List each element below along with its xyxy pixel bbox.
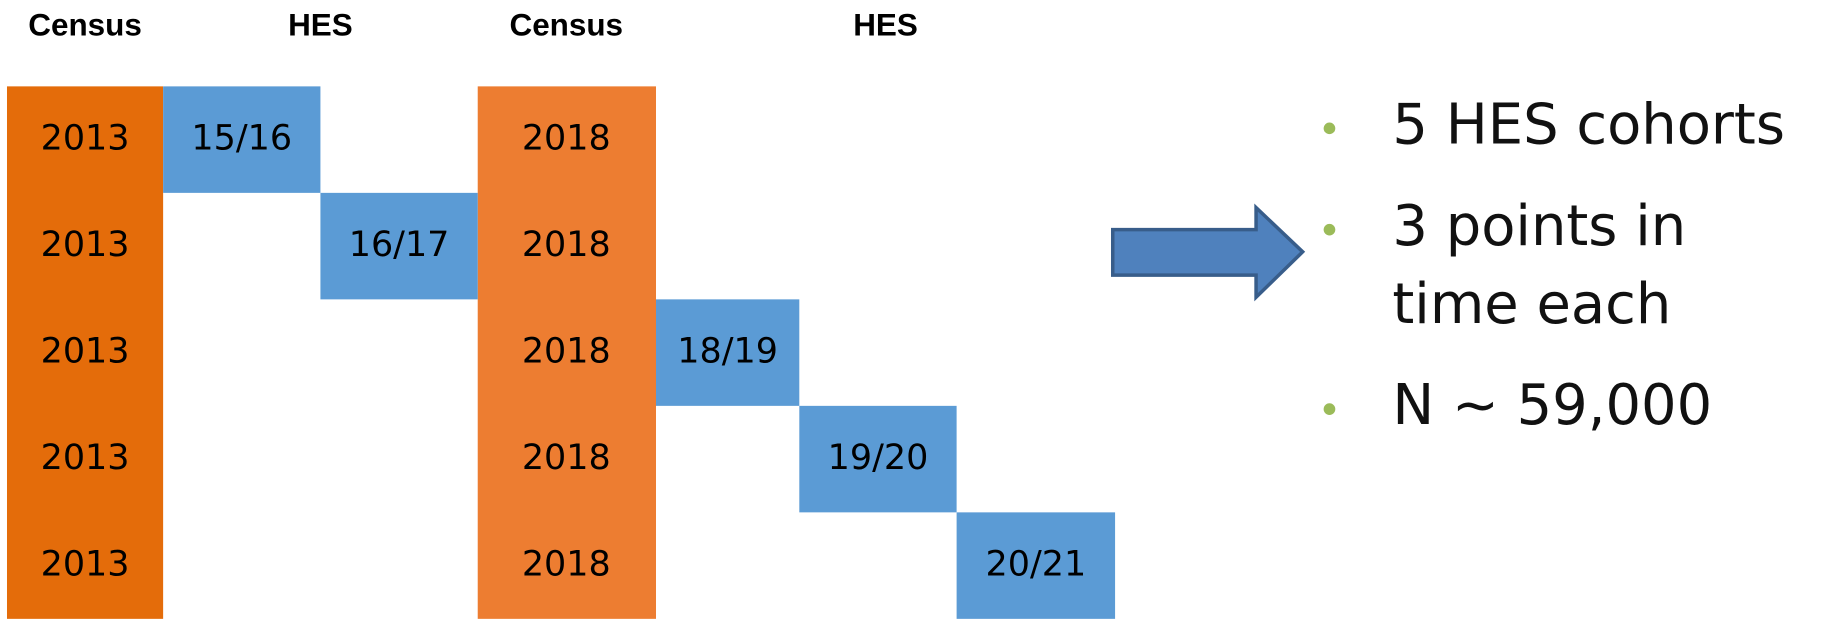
hes-label: 19/20 [828,438,929,478]
bullet-text: N ~ 59,000 [1392,373,1712,438]
census-2013-column [6,86,164,619]
census-a-label: 2013 [41,225,130,265]
hes-cell [799,405,957,513]
hes-label: 18/19 [677,332,778,372]
hes-cell [163,86,321,193]
hes-label: 15/16 [191,119,292,159]
census-2018-column [477,86,656,619]
column-header: HES [853,7,918,42]
census-a-label: 2013 [41,119,130,159]
hes-label: 16/17 [349,225,450,265]
census-a-label: 2013 [41,545,130,585]
arrow [1110,203,1306,302]
census-b-label: 2018 [522,225,611,265]
census-b-label: 2018 [522,545,611,585]
census-b-label: 2018 [522,332,611,372]
bullet-text: time each [1392,272,1671,337]
census-b-label: 2018 [522,438,611,478]
bullet-text: 3 points in [1392,194,1686,259]
bullet-dot [1323,223,1336,236]
column-header: HES [288,7,353,42]
hes-cell [320,192,478,300]
column-header: Census [509,7,623,42]
hes-cell [956,512,1116,619]
bullet-dot [1323,403,1336,415]
column-header: Census [28,7,142,42]
census-a-label: 2013 [41,438,130,478]
census-a-label: 2013 [41,332,130,372]
bullet-text: 5 HES cohorts [1392,92,1785,157]
hes-cell [655,299,800,406]
census-b-label: 2018 [522,119,611,159]
hes-label: 20/21 [986,545,1087,585]
bullet-dot [1323,122,1336,135]
